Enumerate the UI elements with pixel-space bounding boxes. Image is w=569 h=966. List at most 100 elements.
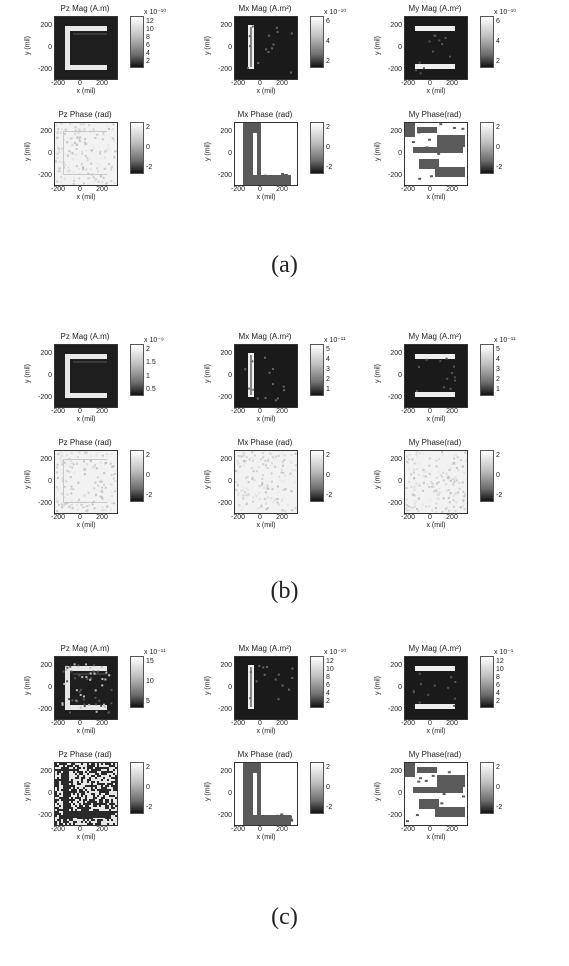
- phase-cell: [59, 807, 61, 809]
- phase-cell: [103, 462, 106, 465]
- figure-label: (c): [271, 904, 298, 930]
- phase-cell: [79, 807, 81, 809]
- phase-cell: [55, 785, 57, 787]
- phase-cell: [97, 801, 99, 803]
- phase-cell: [267, 458, 270, 461]
- phase-cell: [85, 803, 87, 805]
- phase-cell: [421, 788, 425, 791]
- phase-cell: [81, 819, 83, 821]
- phase-cell: [85, 779, 87, 781]
- noise-speck: [85, 675, 88, 678]
- phase-cell: [92, 465, 95, 468]
- phase-cell: [87, 763, 89, 765]
- phase-cell: [281, 173, 285, 177]
- noise-speck: [281, 684, 284, 687]
- phase-cell: [75, 777, 77, 779]
- phase-cell: [93, 799, 95, 801]
- y-tick-label: 0: [228, 44, 232, 51]
- phase-cell: [250, 456, 253, 459]
- y-axis-label: y (mil): [202, 450, 212, 512]
- phase-cell: [411, 133, 415, 136]
- figure-group: Pz Mag (A.m) y (mil) 200 0 -200 -200 0 200 x (mi…: [0, 644, 569, 894]
- phase-cell: [273, 479, 276, 482]
- phase-cell: [87, 823, 89, 825]
- phase-cell: [70, 488, 73, 491]
- phase-cell: [97, 799, 99, 801]
- subplot: Pz Phase (rad) y (mil) 200 0 -200 -200 0 200 x (…: [22, 750, 182, 850]
- phase-cell: [95, 809, 97, 811]
- subplot-title: Pz Phase (rad): [58, 110, 112, 119]
- phase-cell: [63, 765, 65, 767]
- x-tick-label: 200: [446, 408, 458, 415]
- phase-cell: [113, 461, 116, 464]
- phase-cell: [93, 765, 95, 767]
- subplot: Mx Mag (A.m²) y (mil) 200 0 -200 -200 0 200 x (m…: [202, 644, 362, 744]
- colorbar-exponent: x 10⁻¹¹: [144, 649, 166, 656]
- y-tick-label: 0: [48, 150, 52, 157]
- noise-speck: [93, 664, 96, 667]
- y-axis-label-text: y (mil): [24, 35, 32, 56]
- phase-cell: [87, 172, 90, 175]
- phase-cell: [115, 791, 117, 793]
- phase-cell: [407, 458, 410, 461]
- phase-cell: [253, 454, 256, 457]
- phase-cell: [109, 797, 111, 799]
- phase-cell: [257, 466, 260, 469]
- colorbar: [310, 450, 324, 502]
- noise-speck: [419, 683, 422, 686]
- phase-cell: [101, 138, 104, 141]
- phase-cell: [452, 499, 455, 502]
- phase-cell: [413, 488, 416, 491]
- phase-cell: [435, 510, 438, 513]
- phase-cell: [71, 763, 73, 765]
- phase-cell: [61, 763, 63, 765]
- phase-cell: [238, 452, 241, 455]
- noise-speck: [444, 37, 447, 40]
- phase-cell: [92, 466, 95, 469]
- phase-cell: [111, 767, 113, 769]
- noise-speck: [434, 34, 437, 37]
- phase-cell: [238, 504, 241, 507]
- phase-cell: [79, 797, 81, 799]
- phase-cell: [105, 763, 107, 765]
- phase-cell: [251, 473, 254, 476]
- phase-cell: [105, 803, 107, 805]
- phase-cell: [55, 795, 57, 797]
- phase-cell: [111, 775, 113, 777]
- phase-cell: [92, 500, 95, 503]
- subplot: Pz Mag (A.m) y (mil) 200 0 -200 -200 0 200 x (mi…: [22, 332, 182, 432]
- heatmap-image: [235, 123, 297, 185]
- phase-cell: [95, 777, 97, 779]
- phase-cell: [262, 486, 265, 489]
- phase-cell: [102, 131, 105, 134]
- phase-cell: [458, 487, 461, 490]
- phase-cell: [263, 455, 266, 458]
- phase-cell: [95, 801, 97, 803]
- colorbar-tick-label: 4: [496, 38, 500, 45]
- y-tick-label: -200: [217, 500, 232, 507]
- phase-cell: [262, 456, 265, 459]
- y-axis-label: y (mil): [22, 16, 32, 78]
- phase-cell: [451, 477, 454, 480]
- phase-cell: [63, 465, 66, 468]
- phase-cell: [61, 147, 64, 150]
- heatmap-image: [405, 657, 467, 719]
- phase-cell: [101, 771, 103, 773]
- colorbar-tick-label: 3: [496, 366, 500, 373]
- colorbar-exponent: x 10⁻¹⁰: [494, 9, 517, 16]
- colorbar: [130, 450, 144, 502]
- x-tick-label: 200: [276, 80, 288, 87]
- phase-cell: [109, 779, 111, 781]
- phase-cell: [89, 793, 91, 795]
- phase-cell: [252, 470, 255, 473]
- phase-cell: [109, 499, 112, 502]
- phase-cell: [89, 823, 91, 825]
- phase-cell: [69, 771, 71, 773]
- phase-cell: [113, 785, 115, 787]
- colorbar-tick-label: 6: [146, 42, 150, 49]
- heatmap-image: [55, 451, 117, 513]
- phase-cell: [91, 773, 93, 775]
- noise-speck: [275, 26, 278, 29]
- phase-cell: [115, 817, 117, 819]
- phase-cell: [270, 462, 273, 465]
